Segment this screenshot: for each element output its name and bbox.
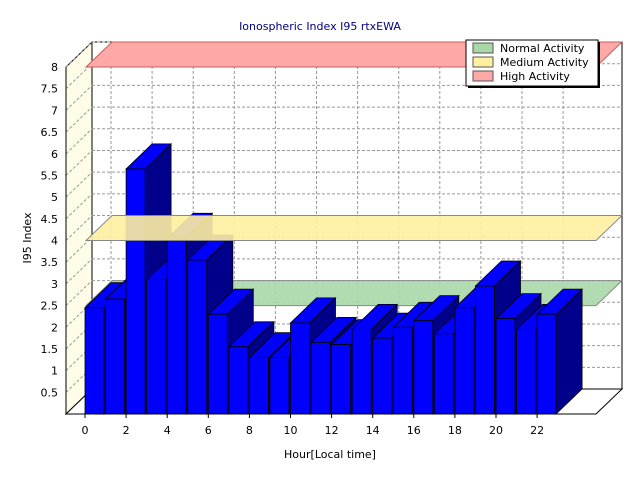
x-axis-label: Hour[Local time]	[284, 448, 376, 461]
grid-line-diagonal	[65, 258, 93, 285]
bar-front	[84, 307, 105, 415]
y-tick-label: 0.5	[41, 386, 59, 399]
x-tick-label: 6	[205, 424, 212, 437]
x-tick-label: 20	[489, 424, 503, 437]
x-tick-label: 8	[246, 424, 253, 437]
y-axis-ticks: 0.5 1 1.5 2 2.5 3 3.5 4 4.5 5 5.5 6 6.5 7 7.5 8	[41, 61, 67, 414]
grid-line-diagonal	[65, 150, 93, 176]
x-tick-label: 10	[284, 424, 298, 437]
bar-front	[331, 344, 352, 415]
bar-front	[454, 307, 475, 415]
grid-line-diagonal	[65, 193, 93, 220]
bar-front	[372, 337, 393, 415]
y-tick-label: 8	[51, 61, 58, 74]
x-tick-label: 12	[325, 424, 339, 437]
bar-front	[187, 259, 208, 415]
x-tick-label: 16	[407, 424, 421, 437]
bar-front	[269, 357, 290, 415]
legend: Normal Activity Medium Activity High Act…	[465, 39, 600, 88]
x-tick-label: 2	[123, 424, 130, 437]
bar-front	[433, 333, 454, 415]
bar-front	[536, 313, 557, 415]
y-tick-label: 2.5	[41, 300, 59, 313]
legend-shadow-bottom	[468, 86, 600, 88]
grid-line-diagonal	[65, 85, 93, 111]
bar-front	[166, 237, 187, 415]
bar-front	[125, 168, 146, 415]
x-tick-label: 22	[530, 424, 544, 437]
bar	[536, 288, 584, 415]
bar-front	[413, 320, 434, 415]
band-plane-medium	[84, 215, 624, 241]
grid-line-diagonal	[65, 236, 93, 263]
y-tick-label: 2	[51, 321, 58, 334]
y-tick-label: 5	[51, 191, 58, 204]
y-tick-label: 4	[51, 235, 58, 248]
bar-front	[475, 285, 495, 415]
bar-front	[290, 322, 310, 415]
y-tick-label: 3.5	[41, 256, 59, 269]
y-tick-label: 6.5	[41, 126, 59, 139]
legend-label-high: High Activity	[500, 70, 570, 83]
bar-front	[105, 298, 125, 415]
y-tick-label: 7	[51, 104, 58, 117]
y-tick-label: 7.5	[41, 83, 59, 96]
bar-front	[310, 342, 331, 415]
y-tick-label: 3	[51, 278, 58, 291]
grid-line-diagonal	[65, 215, 93, 241]
x-tick-label: 4	[164, 424, 171, 437]
y-tick-label: 1	[51, 365, 58, 378]
legend-label-medium: Medium Activity	[500, 56, 589, 69]
x-axis-ticks: 0 2 4 6 8 10 12 14 16 18 20 22	[66, 413, 596, 437]
y-tick-label: 6	[51, 148, 58, 161]
legend-shadow-right	[598, 42, 600, 88]
grid-line-diagonal	[65, 63, 93, 90]
y-tick-label: 5.5	[41, 169, 59, 182]
x-tick-label: 18	[448, 424, 462, 437]
grid-line-diagonal	[65, 128, 93, 155]
bar-front	[146, 279, 167, 415]
bar-front	[392, 326, 413, 415]
x-tick-label: 14	[366, 424, 380, 437]
x-tick-label: 0	[82, 424, 89, 437]
bar-front	[516, 329, 536, 415]
y-axis-label: I95 Index	[21, 212, 34, 264]
activity-bands-front	[84, 215, 624, 241]
legend-label-normal: Normal Activity	[500, 42, 585, 55]
bar-front	[495, 318, 516, 415]
grid-line-diagonal	[65, 280, 93, 306]
grid-line-diagonal	[65, 171, 93, 198]
legend-swatch-normal	[472, 42, 494, 54]
chart-title: Ionospheric Index I95 rtxEWA	[239, 20, 401, 33]
legend-swatch-medium	[472, 56, 494, 68]
bar-front	[351, 329, 372, 415]
bar-front	[207, 313, 228, 415]
grid-line-diagonal	[65, 106, 93, 133]
grid-line-diagonal	[65, 41, 93, 68]
bar-front	[248, 357, 269, 415]
y-tick-label: 1.5	[41, 343, 59, 356]
y-tick-label: 4.5	[41, 213, 59, 226]
bar-front	[228, 346, 249, 415]
legend-swatch-high	[472, 70, 494, 82]
